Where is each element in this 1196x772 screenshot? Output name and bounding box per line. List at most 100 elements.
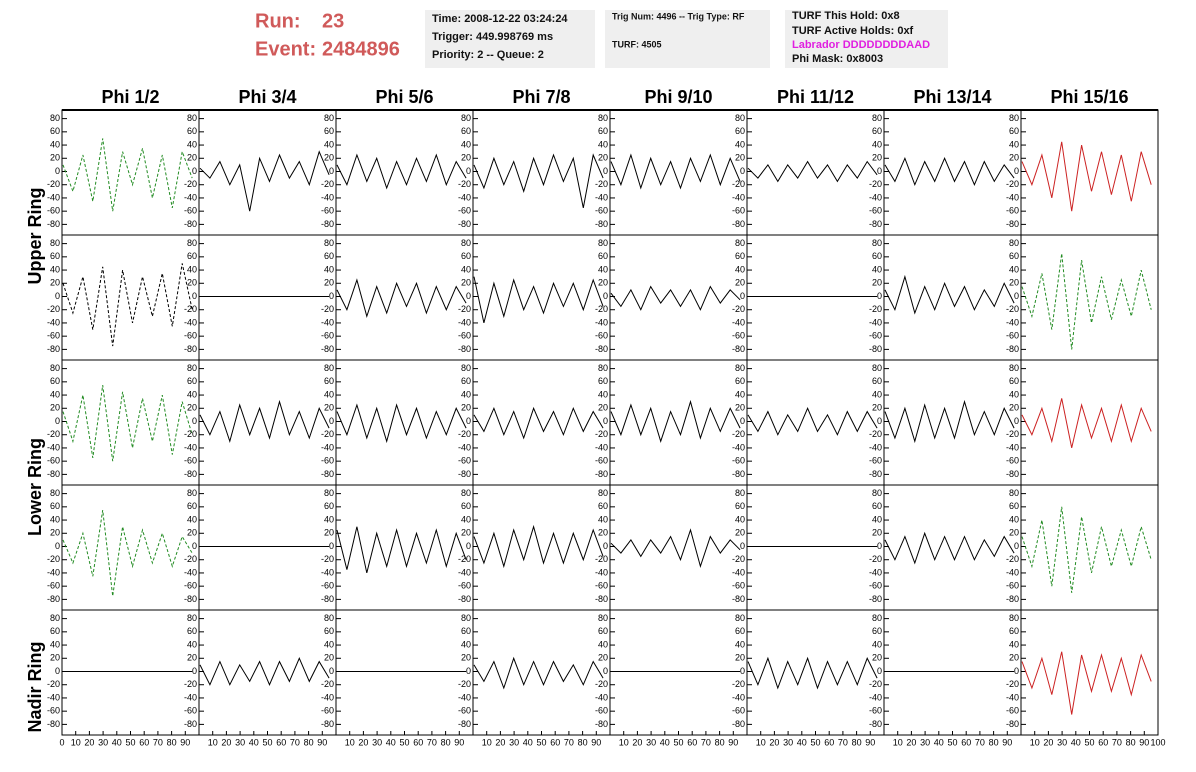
x-tick-label: 10 xyxy=(893,737,903,747)
y-tick-label: 0 xyxy=(740,541,745,551)
y-tick-label: 80 xyxy=(187,488,197,498)
y-tick-label: 0 xyxy=(192,416,197,426)
y-tick-label: 80 xyxy=(50,613,60,623)
y-tick-label: 80 xyxy=(598,363,608,373)
y-tick-label: 80 xyxy=(735,238,745,248)
y-tick-label: 40 xyxy=(324,389,334,399)
waveform xyxy=(610,399,741,443)
x-tick-label: 90 xyxy=(865,737,875,747)
x-tick-label: 40 xyxy=(797,737,807,747)
panel-frame xyxy=(883,609,1022,736)
y-tick-label: 40 xyxy=(735,264,745,274)
y-tick-label: -60 xyxy=(869,331,882,341)
y-tick-label: 0 xyxy=(329,166,334,176)
y-tick-label: -40 xyxy=(595,317,608,327)
y-tick-label: -60 xyxy=(184,206,197,216)
phi-header: Phi 11/12 xyxy=(777,87,854,107)
y-tick-label: 60 xyxy=(324,501,334,511)
y-tick-label: -60 xyxy=(732,706,745,716)
x-tick-label: 90 xyxy=(591,737,601,747)
y-tick-label: -80 xyxy=(869,719,882,729)
y-tick-label: 60 xyxy=(598,126,608,136)
x-tick-label: 20 xyxy=(632,737,642,747)
y-tick-label: -20 xyxy=(869,179,882,189)
y-tick-label: -60 xyxy=(869,581,882,591)
y-tick-label: -60 xyxy=(458,331,471,341)
y-tick-label: 20 xyxy=(598,653,608,663)
y-tick-label: 40 xyxy=(1009,264,1019,274)
y-tick-label: -40 xyxy=(732,192,745,202)
turf: TURF: 4505 xyxy=(612,39,662,49)
y-tick-label: 60 xyxy=(50,501,60,511)
y-tick-label: -40 xyxy=(47,442,60,452)
y-tick-label: 80 xyxy=(187,238,197,248)
y-tick-label: -20 xyxy=(321,679,334,689)
waveform xyxy=(199,657,330,686)
y-tick-label: -40 xyxy=(47,692,60,702)
y-tick-label: 0 xyxy=(603,541,608,551)
priority: Priority: 2 -- Queue: 2 xyxy=(432,49,544,61)
panel-frame xyxy=(746,109,885,236)
y-tick-label: -60 xyxy=(321,331,334,341)
y-tick-label: -80 xyxy=(1006,344,1019,354)
x-tick-label: 70 xyxy=(290,737,300,747)
y-tick-label: 0 xyxy=(466,416,471,426)
y-tick-label: 80 xyxy=(735,113,745,123)
y-tick-label: -80 xyxy=(184,469,197,479)
phi-header: Phi 3/4 xyxy=(238,87,296,107)
y-tick-label: -60 xyxy=(47,331,60,341)
waveform xyxy=(747,656,878,690)
y-tick-label: 0 xyxy=(877,541,882,551)
y-tick-label: 60 xyxy=(1009,251,1019,261)
y-tick-label: 0 xyxy=(603,166,608,176)
y-tick-label: -60 xyxy=(869,456,882,466)
y-tick-label: 40 xyxy=(324,514,334,524)
y-tick-label: -60 xyxy=(458,706,471,716)
waveform xyxy=(473,656,604,690)
y-tick-label: -20 xyxy=(1006,554,1019,564)
waveform xyxy=(62,263,193,347)
y-tick-label: 80 xyxy=(598,488,608,498)
x-tick-label: 10 xyxy=(756,737,766,747)
y-tick-label: -80 xyxy=(732,219,745,229)
x-tick-label: 50 xyxy=(262,737,272,747)
y-tick-label: 20 xyxy=(735,653,745,663)
waveform xyxy=(1021,651,1152,715)
waveform xyxy=(1021,141,1152,212)
waveform xyxy=(62,510,193,597)
y-tick-label: 60 xyxy=(598,501,608,511)
x-tick-label: 80 xyxy=(715,737,725,747)
x-tick-label: 60 xyxy=(824,737,834,747)
y-tick-label: 80 xyxy=(598,613,608,623)
y-tick-label: -80 xyxy=(595,594,608,604)
waveform xyxy=(1021,398,1152,449)
panel-frame xyxy=(198,609,337,736)
y-tick-label: -40 xyxy=(732,442,745,452)
y-tick-label: 0 xyxy=(740,291,745,301)
y-tick-label: -20 xyxy=(47,554,60,564)
panel-frame xyxy=(61,234,200,361)
y-tick-label: 0 xyxy=(603,416,608,426)
y-tick-label: 60 xyxy=(1009,126,1019,136)
y-tick-label: 20 xyxy=(461,528,471,538)
y-tick-label: 20 xyxy=(50,653,60,663)
phi-header: Phi 1/2 xyxy=(101,87,159,107)
trigger-time: Trigger: 449.998769 ms xyxy=(432,31,553,43)
panel-frame xyxy=(335,609,474,736)
y-tick-label: -20 xyxy=(184,304,197,314)
y-tick-label: -40 xyxy=(184,567,197,577)
y-tick-label: 20 xyxy=(461,653,471,663)
y-tick-label: 80 xyxy=(461,613,471,623)
y-tick-label: -60 xyxy=(47,456,60,466)
y-tick-label: 20 xyxy=(187,278,197,288)
y-tick-label: -80 xyxy=(869,469,882,479)
panel-frame xyxy=(472,484,611,611)
y-tick-label: 0 xyxy=(1014,416,1019,426)
y-tick-label: -80 xyxy=(458,719,471,729)
info-box xyxy=(425,10,595,68)
x-tick-label: 90 xyxy=(728,737,738,747)
y-tick-label: 80 xyxy=(735,488,745,498)
phi-header: Phi 5/6 xyxy=(375,87,433,107)
y-tick-label: 40 xyxy=(872,139,882,149)
y-tick-label: -80 xyxy=(47,469,60,479)
